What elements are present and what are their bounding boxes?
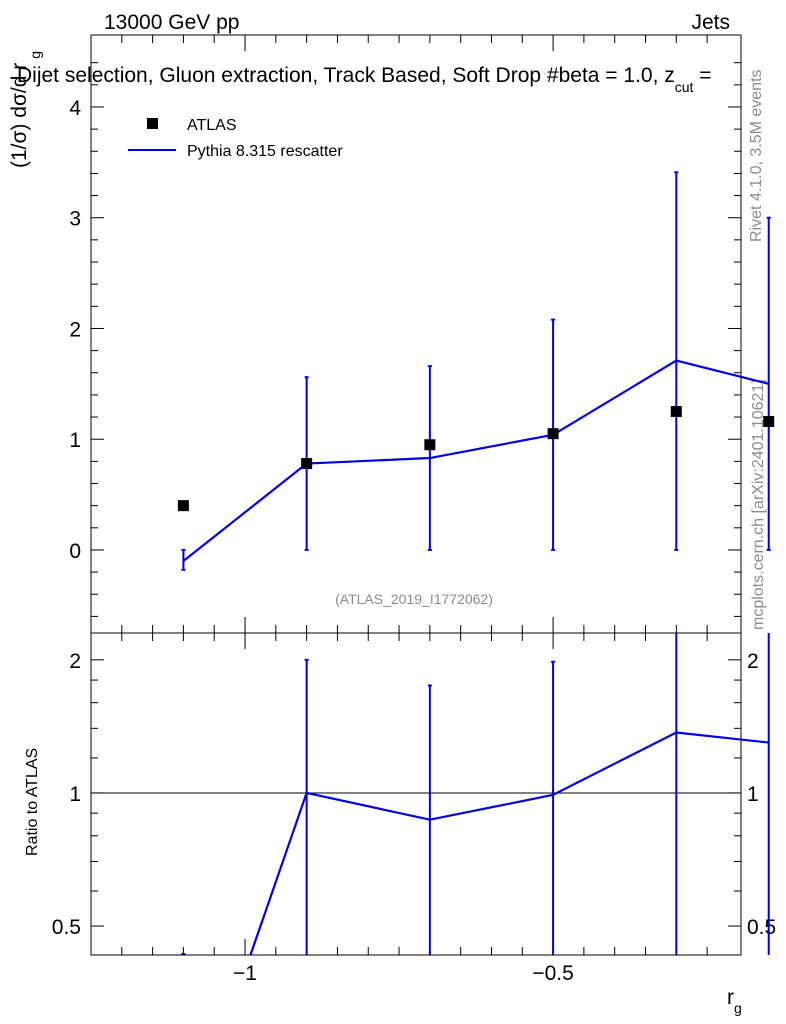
atlas-data-point — [177, 500, 189, 512]
ratio-ytick-label: 1 — [69, 783, 81, 806]
main-ytick-label: 2 — [69, 318, 81, 341]
ratio-ytick-label: 2 — [69, 650, 81, 673]
ratio-ytick-label-right: 2 — [747, 650, 759, 673]
mcplots-label: mcplots.cern.ch [arXiv:2401.10621] — [750, 379, 767, 630]
main-ytick-label: 3 — [69, 208, 81, 231]
x-tick-label: −1 — [233, 962, 257, 985]
ratio-ytick-label-right: 0.5 — [747, 916, 776, 939]
atlas-data-point — [424, 439, 436, 451]
main-ylabel-text: (1/σ) dσ/d r — [8, 63, 31, 168]
plot-title-main: Dijet selection, Gluon extraction, Track… — [17, 64, 675, 87]
legend: ATLAS Pythia 8.315 rescatter — [128, 117, 343, 160]
legend-mc-label: Pythia 8.315 rescatter — [187, 143, 343, 160]
rivet-label: Rivet 4.1.0, 3.5M events — [748, 69, 765, 242]
ratio-ylabel: Ratio to ATLAS — [24, 748, 41, 856]
main-ytick-label: 0 — [69, 540, 81, 563]
ratio-frame — [90, 632, 742, 956]
main-ytick-label: 4 — [69, 97, 81, 120]
ratio-ytick-label: 0.5 — [52, 916, 81, 939]
x-tick-label: −0.5 — [532, 962, 573, 985]
ratio-panel: −1 −0.5 0.5 0.5 1 1 2 2 — [52, 633, 776, 985]
legend-atlas-label: ATLAS — [187, 117, 237, 134]
plot-title: Dijet selection, Gluon extraction, Track… — [17, 64, 712, 95]
ratio-line — [249, 731, 769, 956]
header-jets: Jets — [691, 11, 730, 34]
header-energy: 13000 GeV pp — [104, 11, 239, 34]
analysis-watermark: (ATLAS_2019_I1772062) — [335, 591, 493, 607]
main-panel: 0 1 2 3 4 — [69, 35, 775, 633]
plot-title-sub: cut — [675, 79, 694, 95]
atlas-data-point — [547, 428, 559, 440]
legend-atlas-marker — [147, 118, 158, 129]
atlas-data-point — [670, 406, 682, 418]
x-axis-label-sub: g — [734, 1000, 742, 1016]
mc-line — [182, 359, 769, 562]
x-axis-label: rg — [727, 986, 742, 1016]
atlas-data-point — [763, 415, 775, 427]
ratio-ytick-label-right: 1 — [747, 783, 759, 806]
x-axis-label-text: r — [727, 986, 734, 1009]
plot-title-tail: = — [693, 64, 711, 87]
main-ylabel: (1/σ) dσ/d r g — [8, 51, 43, 168]
atlas-data-point — [301, 458, 313, 470]
main-ylabel-sub: g — [27, 51, 43, 59]
main-ytick-label: 1 — [69, 429, 81, 452]
